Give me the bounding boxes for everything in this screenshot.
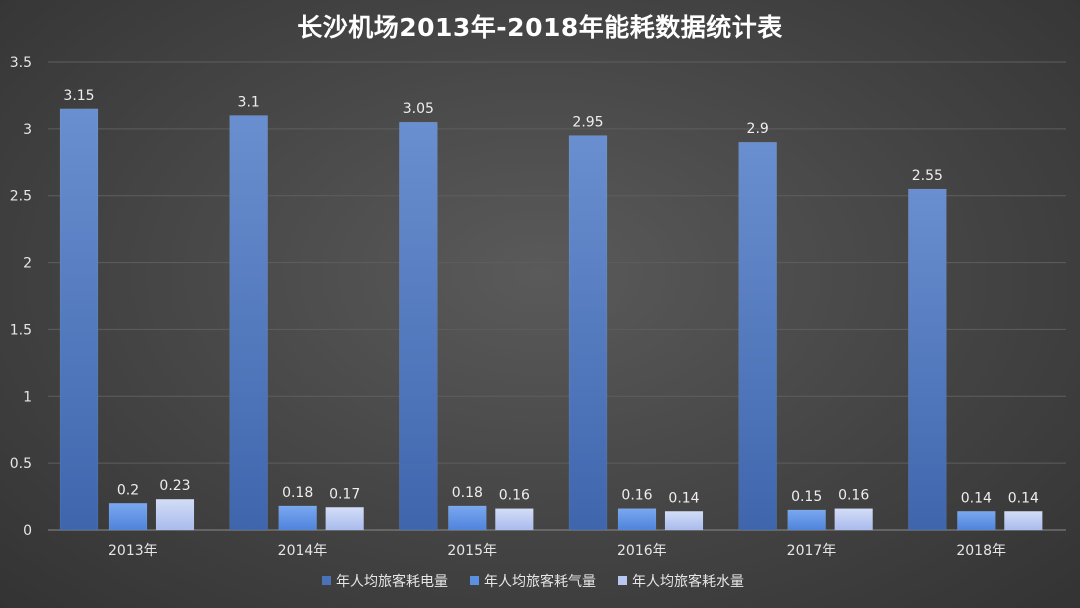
data-label: 0.23 bbox=[159, 478, 190, 494]
bar-2 bbox=[787, 509, 826, 531]
x-tick-label: 2017年 bbox=[787, 543, 837, 559]
data-label: 0.18 bbox=[282, 485, 313, 501]
data-label: 0.15 bbox=[791, 489, 822, 505]
x-tick-label: 2015年 bbox=[447, 543, 497, 559]
bar-3 bbox=[834, 508, 873, 531]
bar-1 bbox=[908, 188, 947, 531]
bar-2 bbox=[957, 511, 996, 531]
data-label: 3.05 bbox=[403, 101, 434, 117]
y-tick-label: 3.5 bbox=[10, 55, 32, 71]
bar-1 bbox=[568, 135, 608, 531]
bar-2 bbox=[278, 505, 317, 531]
data-label: 3.1 bbox=[238, 94, 260, 110]
legend-swatch bbox=[618, 576, 627, 585]
data-label: 0.14 bbox=[1008, 490, 1039, 506]
legend-label: 年人均旅客耗电量 bbox=[336, 573, 448, 590]
bar-1 bbox=[399, 121, 438, 531]
legend-swatch bbox=[470, 576, 479, 585]
data-label: 2.95 bbox=[572, 115, 603, 131]
legend-swatch bbox=[322, 576, 331, 585]
bar-3 bbox=[1004, 511, 1043, 531]
bar-1 bbox=[229, 115, 268, 531]
y-tick-label: 1.5 bbox=[10, 322, 32, 338]
data-label: 0.16 bbox=[499, 488, 530, 504]
bar-1 bbox=[59, 108, 99, 531]
x-tick-label: 2018年 bbox=[956, 543, 1006, 559]
bar-2 bbox=[448, 505, 487, 531]
y-tick-label: 3 bbox=[23, 122, 32, 138]
data-label: 0.14 bbox=[961, 490, 992, 506]
data-label: 2.9 bbox=[747, 121, 769, 137]
y-tick-label: 2 bbox=[23, 256, 32, 272]
data-label: 3.15 bbox=[63, 88, 94, 104]
y-tick-label: 1 bbox=[23, 389, 32, 405]
bar-2 bbox=[617, 508, 657, 531]
x-tick-label: 2016年 bbox=[617, 543, 667, 559]
legend-label: 年人均旅客耗水量 bbox=[632, 573, 744, 590]
data-label: 0.16 bbox=[621, 488, 652, 504]
data-label: 0.16 bbox=[838, 488, 869, 504]
bar-3 bbox=[155, 498, 195, 531]
bar-3 bbox=[664, 511, 704, 531]
x-tick-label: 2014年 bbox=[278, 543, 328, 559]
data-label: 2.55 bbox=[912, 168, 943, 184]
bar-1 bbox=[738, 141, 777, 531]
x-tick-label: 2013年 bbox=[108, 543, 158, 559]
data-label: 0.17 bbox=[329, 486, 360, 502]
bar-2 bbox=[108, 503, 148, 531]
bar-3 bbox=[495, 508, 534, 531]
data-label: 0.2 bbox=[117, 482, 139, 498]
data-label: 0.14 bbox=[668, 490, 699, 506]
data-label: 0.18 bbox=[452, 485, 483, 501]
y-tick-label: 0 bbox=[23, 523, 32, 539]
bar-3 bbox=[325, 507, 364, 531]
legend-label: 年人均旅客耗气量 bbox=[484, 573, 596, 590]
chart-title: 长沙机场2013年-2018年能耗数据统计表 bbox=[297, 13, 783, 42]
y-tick-label: 2.5 bbox=[10, 189, 32, 205]
y-tick-label: 0.5 bbox=[10, 456, 32, 472]
